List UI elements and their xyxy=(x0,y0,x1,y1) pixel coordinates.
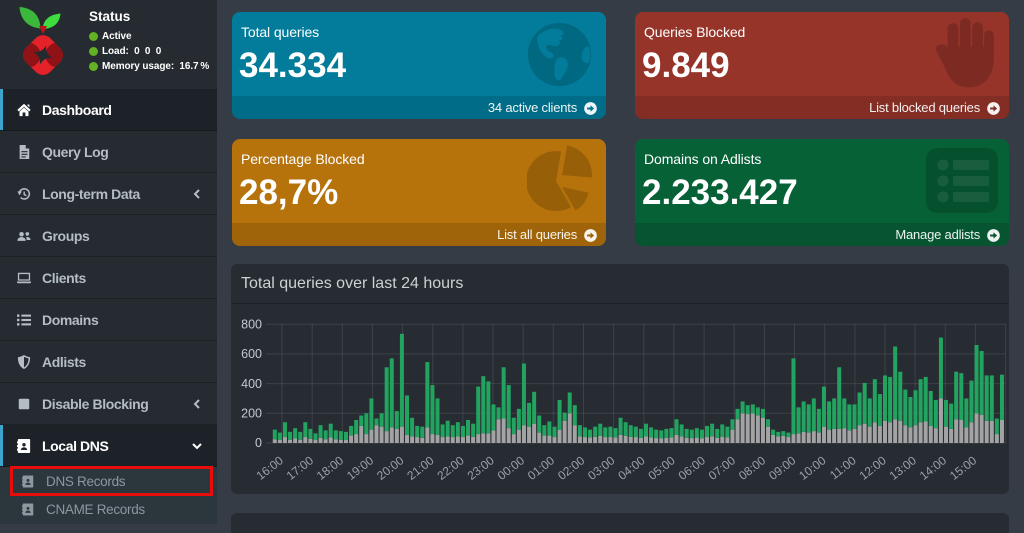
svg-text:600: 600 xyxy=(241,347,262,361)
svg-text:200: 200 xyxy=(241,407,262,421)
svg-text:12:00: 12:00 xyxy=(857,453,890,483)
svg-text:13:00: 13:00 xyxy=(887,453,920,483)
svg-text:22:00: 22:00 xyxy=(434,453,467,483)
svg-text:07:00: 07:00 xyxy=(706,453,739,483)
svg-text:05:00: 05:00 xyxy=(645,453,678,483)
svg-text:20:00: 20:00 xyxy=(374,453,407,483)
svg-text:06:00: 06:00 xyxy=(676,453,709,483)
svg-text:03:00: 03:00 xyxy=(585,453,618,483)
svg-text:0: 0 xyxy=(255,436,262,450)
svg-text:09:00: 09:00 xyxy=(766,453,799,483)
svg-text:01:00: 01:00 xyxy=(525,453,558,483)
svg-text:02:00: 02:00 xyxy=(555,453,588,483)
svg-text:16:00: 16:00 xyxy=(254,453,287,483)
svg-text:18:00: 18:00 xyxy=(314,453,347,483)
svg-text:14:00: 14:00 xyxy=(917,453,950,483)
svg-text:19:00: 19:00 xyxy=(344,453,377,483)
svg-text:15:00: 15:00 xyxy=(947,453,980,483)
svg-text:08:00: 08:00 xyxy=(736,453,769,483)
svg-text:17:00: 17:00 xyxy=(284,453,317,483)
svg-text:800: 800 xyxy=(241,317,262,331)
svg-text:23:00: 23:00 xyxy=(465,453,498,483)
svg-text:21:00: 21:00 xyxy=(404,453,437,483)
svg-text:00:00: 00:00 xyxy=(495,453,528,483)
svg-text:04:00: 04:00 xyxy=(615,453,648,483)
svg-text:10:00: 10:00 xyxy=(796,453,829,483)
svg-text:400: 400 xyxy=(241,377,262,391)
svg-text:11:00: 11:00 xyxy=(827,453,859,482)
